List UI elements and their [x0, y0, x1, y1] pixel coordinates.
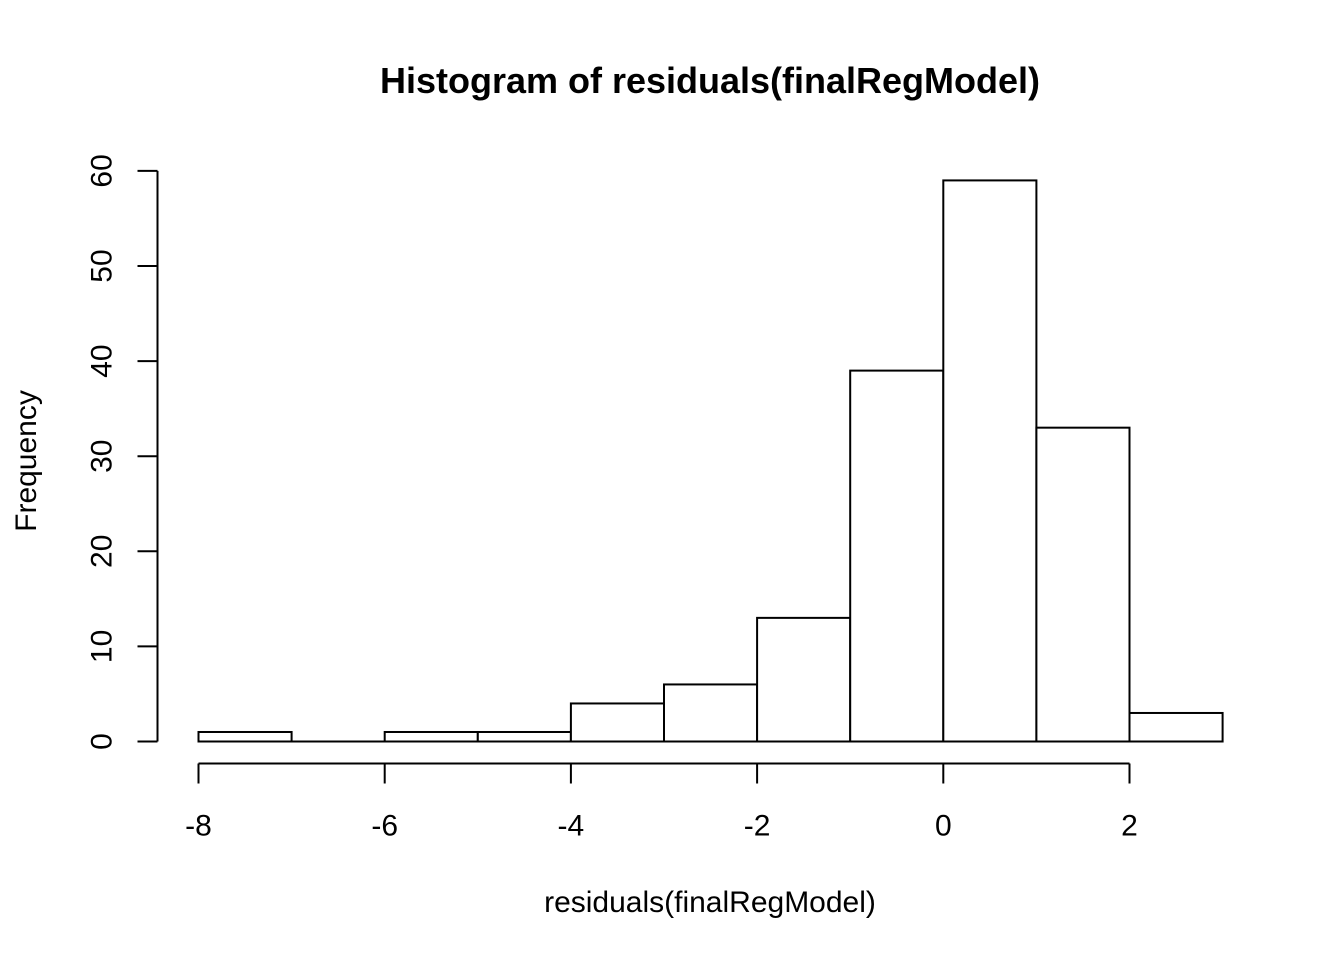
x-tick-label: -4 — [558, 810, 585, 843]
x-tick-label: 2 — [1121, 810, 1138, 843]
histogram-bar — [849, 369, 945, 743]
histogram-bar — [942, 179, 1038, 743]
y-tick-label: 50 — [86, 249, 119, 282]
chart-title: Histogram of residuals(finalRegModel) — [380, 60, 1040, 101]
x-tick-label: -6 — [371, 810, 398, 843]
bars-group — [197, 179, 1224, 743]
x-tick-label: 0 — [935, 810, 952, 843]
histogram-bar — [1035, 426, 1131, 743]
histogram-bar — [756, 616, 852, 743]
histogram-bar — [197, 730, 293, 743]
histogram-bar — [476, 730, 572, 743]
histogram-bar — [663, 683, 759, 743]
x-axis-label: residuals(finalRegModel) — [544, 886, 876, 919]
histogram-bar — [1128, 711, 1224, 743]
y-axis: 0 10 20 30 40 50 60 — [86, 154, 159, 750]
x-axis: -8 -6 -4 -2 0 2 — [185, 762, 1138, 843]
y-tick-label: 10 — [86, 630, 119, 663]
x-tick-label: -8 — [185, 810, 212, 843]
histogram-bar — [569, 702, 666, 743]
y-tick-label: 60 — [86, 154, 119, 187]
y-tick-label: 40 — [86, 344, 119, 377]
y-axis-label: Frequency — [10, 390, 43, 532]
y-tick-label: 0 — [86, 733, 119, 750]
y-tick-label: 20 — [86, 535, 119, 568]
x-tick-label: -2 — [744, 810, 771, 843]
y-tick-label: 30 — [86, 440, 119, 473]
histogram-bar — [383, 730, 479, 743]
